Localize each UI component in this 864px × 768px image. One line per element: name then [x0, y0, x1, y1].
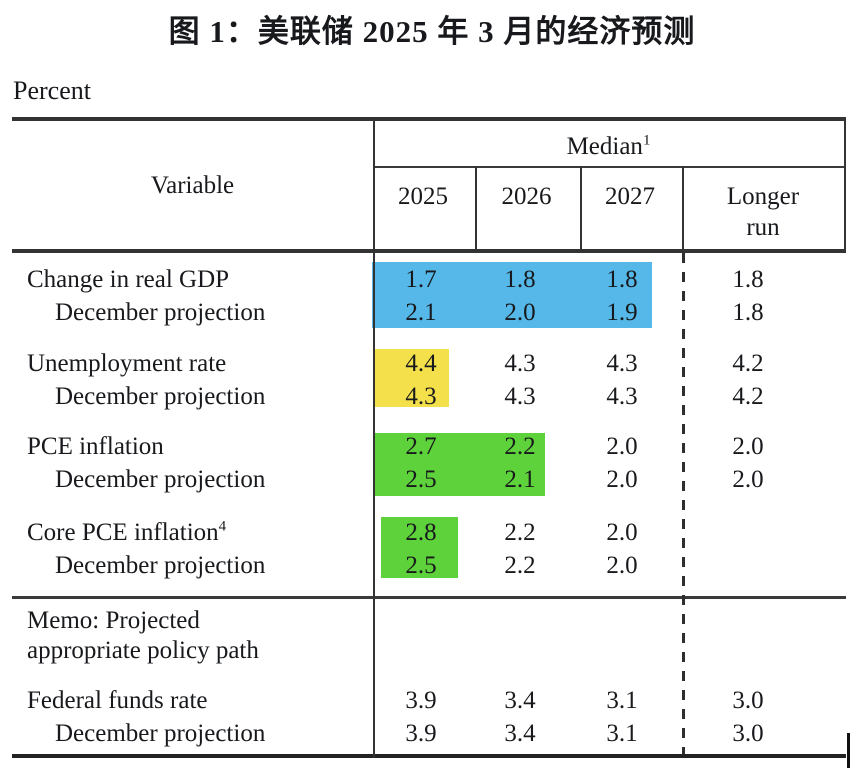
gdp-dec-longer-run-value: 1.8	[732, 299, 764, 326]
pce-inflation-highlight	[373, 433, 545, 496]
column-header-longer-run: Longer run	[726, 183, 800, 241]
row-label-core-pce-december: December projection	[55, 552, 266, 579]
row-label-core-pce: Core PCE inflation4	[27, 516, 226, 549]
row-label-pce: PCE inflation	[27, 433, 164, 460]
ffr-dec-2027-value: 3.1	[606, 720, 638, 747]
ffr-dec-2026-value: 3.4	[504, 720, 536, 747]
year-divider-2025-2026	[475, 166, 477, 253]
unemp-dec-2027-value: 4.3	[606, 383, 638, 410]
row-label-ffr-december: December projection	[55, 720, 266, 747]
unemployment-highlight	[373, 349, 449, 407]
row-label-gdp-december: December projection	[55, 299, 266, 326]
row-label-ffr: Federal funds rate	[27, 687, 208, 714]
gdp-dec-2025-value: 2.1	[405, 299, 437, 326]
gdp-dec-2026-value: 2.0	[504, 299, 536, 326]
row-label-gdp: Change in real GDP	[27, 266, 230, 293]
row-label-unemployment-december: December projection	[55, 383, 266, 410]
row-label-unemployment: Unemployment rate	[27, 350, 227, 377]
year-divider-2026-2027	[580, 166, 582, 253]
core-pce-highlight	[381, 517, 458, 578]
median-label: Median	[566, 133, 643, 160]
core-dec-2027-value: 2.0	[606, 552, 638, 579]
gdp-dec-2027-value: 1.9	[606, 299, 638, 326]
gdp-longer-run-value: 1.8	[732, 266, 764, 293]
memo-separator-rule	[12, 596, 846, 599]
unemp-2026-value: 4.3	[504, 350, 536, 377]
pce-2025-value: 2.7	[405, 433, 437, 460]
ffr-2025-value: 3.9	[405, 687, 437, 714]
header-right-border	[844, 117, 846, 253]
pce-2027-value: 2.0	[606, 433, 638, 460]
pce-dec-longer-run-value: 2.0	[732, 466, 764, 493]
unemp-2027-value: 4.3	[606, 350, 638, 377]
core-pce-footnote-marker: 4	[218, 518, 227, 535]
header-bottom-rule	[12, 249, 846, 253]
gdp-highlight	[372, 262, 652, 328]
table-top-rule	[12, 117, 846, 121]
core-dec-longer-run-value	[700, 549, 796, 582]
unemp-dec-2026-value: 4.3	[504, 383, 536, 410]
core-2026-value: 2.2	[504, 519, 536, 546]
row-label-pce-december: December projection	[55, 466, 266, 493]
longer-run-divider-dashed	[682, 253, 685, 754]
pce-dec-2026-value: 2.1	[504, 466, 536, 493]
core-2025-value: 2.8	[405, 519, 437, 546]
column-header-2025: 2025	[398, 183, 448, 210]
page-title: 图 1：美联储 2025 年 3 月的经济预测	[168, 14, 696, 49]
core-dec-2025-value: 2.5	[405, 552, 437, 579]
column-header-variable: Variable	[150, 172, 235, 199]
core-2027-value: 2.0	[606, 519, 638, 546]
unit-label: Percent	[13, 76, 91, 105]
column-header-median: Median1	[373, 129, 844, 165]
ffr-longer-run-value: 3.0	[732, 687, 764, 714]
unemp-2025-value: 4.4	[405, 350, 437, 377]
pce-dec-2027-value: 2.0	[606, 466, 638, 493]
bottom-right-border-fragment	[847, 733, 850, 768]
median-footnote-marker: 1	[642, 132, 651, 149]
unemp-dec-2025-value: 4.3	[405, 383, 437, 410]
pce-2026-value: 2.2	[504, 433, 536, 460]
variable-column-divider	[373, 117, 375, 758]
column-header-2026: 2026	[501, 183, 552, 210]
memo-label: Memo: Projected appropriate policy path	[27, 607, 259, 664]
median-underline-rule	[373, 166, 844, 168]
pce-longer-run-value: 2.0	[732, 433, 764, 460]
gdp-2026-value: 1.8	[504, 266, 536, 293]
ffr-dec-2025-value: 3.9	[405, 720, 437, 747]
unemp-dec-longer-run-value: 4.2	[732, 383, 764, 410]
ffr-dec-longer-run-value: 3.0	[732, 720, 764, 747]
core-longer-run-value	[700, 516, 796, 549]
longer-run-divider-header	[682, 166, 684, 253]
table-bottom-rule	[12, 754, 846, 758]
core-pce-label: Core PCE inflation	[27, 519, 219, 546]
unemp-longer-run-value: 4.2	[732, 350, 764, 377]
pce-dec-2025-value: 2.5	[405, 466, 437, 493]
gdp-2027-value: 1.8	[606, 266, 638, 293]
core-dec-2026-value: 2.2	[504, 552, 536, 579]
gdp-2025-value: 1.7	[405, 266, 437, 293]
column-header-2027: 2027	[605, 183, 655, 210]
ffr-2027-value: 3.1	[606, 687, 638, 714]
ffr-2026-value: 3.4	[504, 687, 536, 714]
